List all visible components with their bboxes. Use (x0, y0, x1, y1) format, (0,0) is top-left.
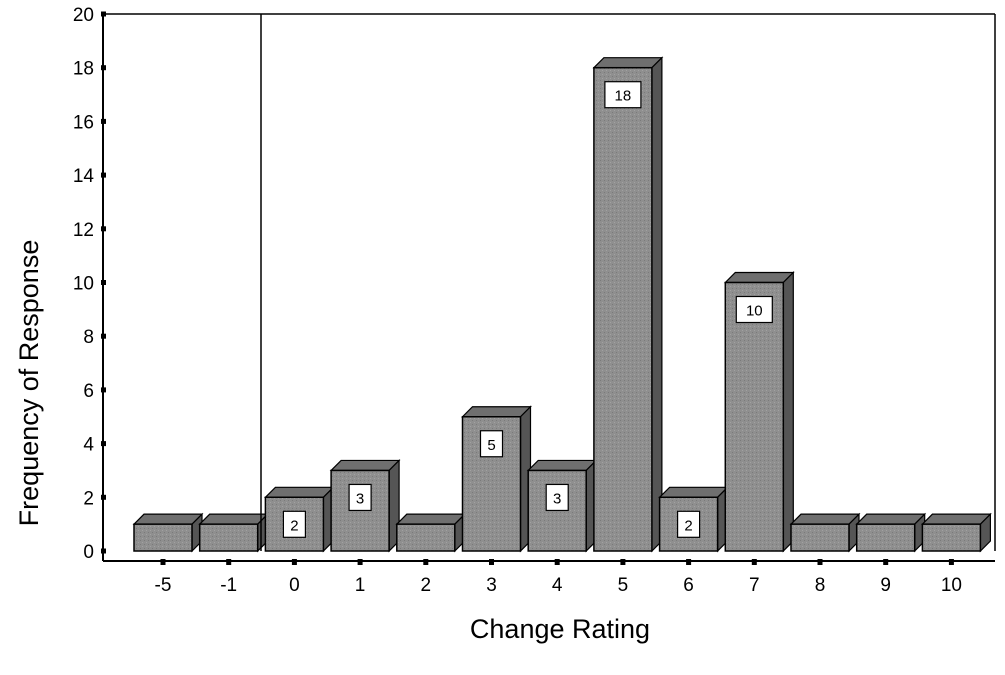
x-tick-mark (292, 559, 297, 565)
y-tick-label: 0 (83, 542, 94, 563)
bar-top-face (463, 407, 531, 417)
x-tick-label: 3 (486, 575, 497, 596)
bar-top-face (265, 487, 333, 497)
bar-front-face (200, 524, 258, 551)
y-axis-title: Frequency of Response (14, 240, 44, 527)
y-tick-label: 2 (83, 488, 94, 509)
y-tick-label: 8 (83, 327, 94, 348)
bar (791, 514, 859, 551)
data-label: 2 (290, 517, 298, 534)
bar-side-face (783, 273, 793, 552)
bar-top-face (397, 514, 465, 524)
bar-top-face (594, 58, 662, 68)
y-tick-label: 4 (83, 435, 94, 456)
y-axis-ticks: 0 2 4 6 8 10 12 14 16 18 20 (73, 5, 106, 563)
x-axis-title: Change Rating (470, 614, 650, 644)
x-tick-mark (949, 559, 954, 565)
x-tick-label: -1 (220, 575, 237, 596)
x-tick-label: 2 (421, 575, 432, 596)
bar-top-face (791, 514, 859, 524)
bar (134, 514, 202, 551)
bar-top-face (331, 460, 399, 470)
x-tick-mark (620, 559, 625, 565)
data-label: 10 (746, 303, 763, 320)
x-tick-label: 5 (618, 575, 629, 596)
y-tick-mark (101, 387, 106, 392)
x-tick-label: -5 (155, 575, 172, 596)
x-tick-mark (226, 559, 231, 565)
bar (463, 407, 531, 551)
bar (397, 514, 465, 551)
bar-front-face (134, 524, 192, 551)
x-tick-mark (883, 559, 888, 565)
data-label: 3 (553, 490, 561, 507)
data-label: 2 (684, 517, 692, 534)
bars-group (134, 58, 990, 551)
bar-top-face (660, 487, 728, 497)
y-tick-mark (101, 65, 106, 70)
bar-top-face (922, 514, 990, 524)
x-tick-mark (489, 559, 494, 565)
y-tick-label: 12 (73, 220, 94, 241)
data-label: 3 (356, 490, 364, 507)
y-tick-mark (101, 549, 106, 554)
y-tick-label: 20 (73, 5, 94, 26)
x-tick-mark (423, 559, 428, 565)
x-tick-mark (358, 559, 363, 565)
x-tick-label: 10 (941, 575, 962, 596)
data-label: 18 (615, 88, 632, 105)
y-tick-label: 18 (73, 59, 94, 80)
bar-side-face (652, 58, 662, 551)
x-tick-mark (752, 559, 757, 565)
y-tick-label: 14 (73, 166, 95, 187)
y-tick-mark (101, 173, 106, 178)
x-tick-mark (686, 559, 691, 565)
x-tick-mark (161, 559, 166, 565)
bar-front-face (594, 68, 652, 551)
y-tick-mark (101, 12, 106, 17)
x-tick-label: 6 (683, 575, 694, 596)
bar-front-face (397, 524, 455, 551)
bar (594, 58, 662, 551)
bar-top-face (528, 460, 596, 470)
y-tick-label: 6 (83, 381, 94, 402)
x-tick-label: 1 (355, 575, 366, 596)
x-tick-label: 4 (552, 575, 563, 596)
y-tick-mark (101, 441, 106, 446)
bar-front-face (922, 524, 980, 551)
bar-top-face (200, 514, 268, 524)
x-tick-label: 0 (289, 575, 300, 596)
x-axis-ticks: -5 -1 0 1 2 3 4 5 6 7 8 9 10 (155, 559, 962, 596)
bar (922, 514, 990, 551)
y-tick-mark (101, 226, 106, 231)
y-tick-mark (101, 280, 106, 285)
y-tick-mark (101, 495, 106, 500)
bar-top-face (725, 273, 793, 283)
y-tick-label: 10 (73, 274, 94, 295)
bar (857, 514, 925, 551)
x-tick-label: 7 (749, 575, 760, 596)
y-tick-mark (101, 334, 106, 339)
bar-front-face (791, 524, 849, 551)
data-label: 5 (487, 437, 495, 454)
bar-top-face (134, 514, 202, 524)
bar (200, 514, 268, 551)
x-tick-label: 9 (880, 575, 891, 596)
x-tick-label: 8 (815, 575, 826, 596)
x-tick-mark (818, 559, 823, 565)
x-tick-mark (555, 559, 560, 565)
y-tick-label: 16 (73, 112, 94, 133)
y-tick-mark (101, 119, 106, 124)
bar-top-face (857, 514, 925, 524)
bar-front-face (857, 524, 915, 551)
